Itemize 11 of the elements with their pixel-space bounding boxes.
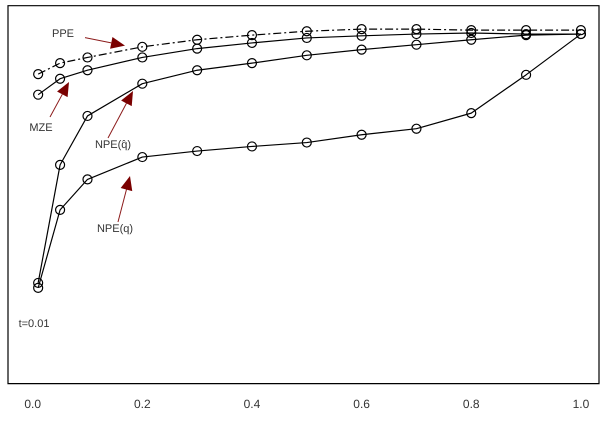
x-tick-label: 1.0 [572, 397, 590, 412]
annotation: t=0.01 [18, 318, 50, 330]
x-tick-label: 0.8 [462, 397, 480, 412]
x-tick-label: 0.0 [24, 397, 42, 412]
annotation: NPE(q̂) [94, 139, 132, 152]
annotation: MZE [29, 122, 53, 134]
annotation: NPE(q) [96, 223, 134, 236]
annotation: PPE [52, 28, 74, 40]
x-tick-label: 0.6 [353, 397, 370, 412]
x-tick-label: 0.2 [134, 397, 151, 412]
x-tick-label: 0.4 [244, 397, 261, 412]
